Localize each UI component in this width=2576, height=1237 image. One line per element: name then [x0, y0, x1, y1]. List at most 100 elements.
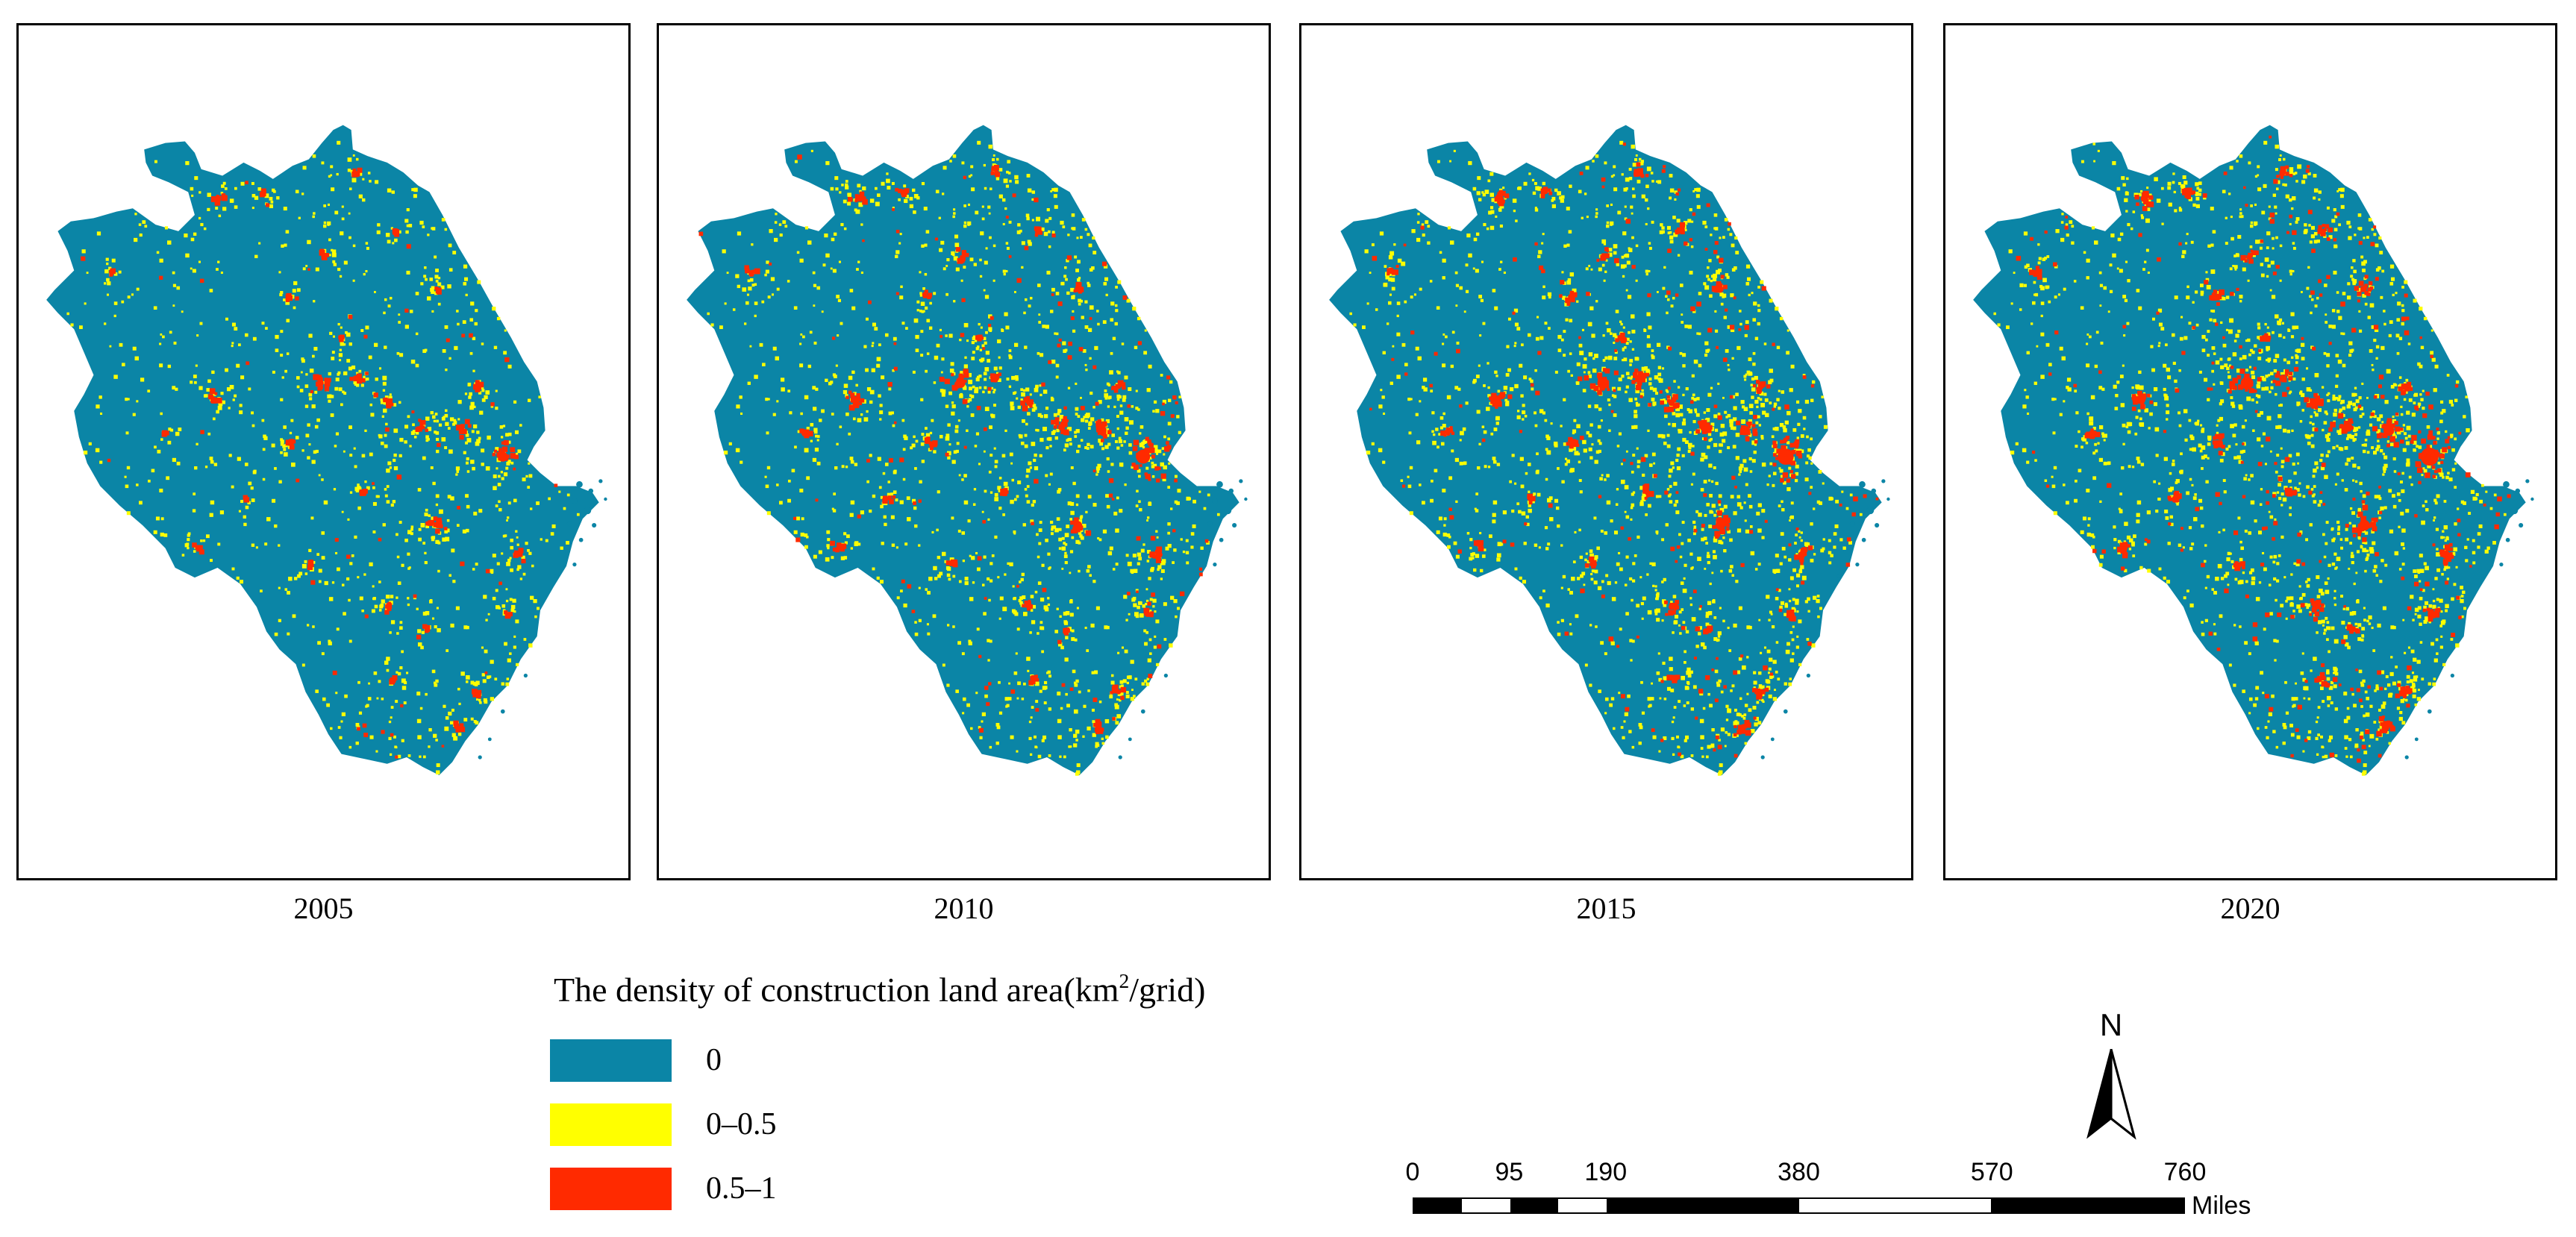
density-0-0.5-pixel [472, 336, 476, 340]
density-0.5-1-pixel [355, 375, 360, 380]
density-0-0.5-pixel [363, 573, 366, 576]
density-0-0.5-pixel [1389, 381, 1393, 385]
density-0-0.5-pixel [940, 371, 943, 374]
density-0-0.5-pixel [1090, 417, 1095, 422]
density-0-0.5-pixel [919, 480, 922, 483]
density-0-0.5-pixel [1135, 504, 1139, 507]
density-0.5-1-pixel [467, 424, 472, 428]
density-0-0.5-pixel [348, 236, 351, 239]
density-0-0.5-pixel [1598, 689, 1601, 693]
density-0-0.5-pixel [1134, 612, 1139, 617]
density-0-0.5-pixel [1670, 461, 1675, 466]
density-0-0.5-pixel [907, 517, 911, 522]
density-0-0.5-pixel [216, 410, 219, 414]
density-0-0.5-pixel [1669, 657, 1673, 661]
density-0-0.5-pixel [1038, 528, 1042, 533]
density-0-0.5-pixel [1547, 292, 1552, 297]
density-0-0.5-pixel [1652, 735, 1657, 739]
density-0.5-1-pixel [1136, 536, 1141, 541]
density-0-0.5-pixel [1535, 336, 1539, 341]
density-0-0.5-pixel [913, 318, 919, 323]
density-0-0.5-pixel [987, 390, 991, 394]
density-0.5-1-pixel [959, 257, 965, 263]
density-0-0.5-pixel [878, 486, 882, 489]
density-0-0.5-pixel [1167, 543, 1172, 548]
density-0.5-1-pixel [1062, 419, 1067, 425]
density-0-0.5-pixel [1632, 562, 1636, 566]
density-0-0.5-pixel [937, 555, 941, 560]
density-0-0.5-pixel [1638, 157, 1642, 161]
density-0-0.5-pixel [1678, 624, 1681, 627]
density-0.5-1-pixel [1016, 278, 1022, 284]
density-0-0.5-pixel [973, 488, 977, 491]
density-0-0.5-pixel [1124, 483, 1127, 486]
density-0.5-1-pixel [198, 549, 204, 555]
density-0-0.5-pixel [1008, 354, 1011, 357]
density-0-0.5-pixel [1740, 400, 1745, 404]
density-0-0.5-pixel [1417, 356, 1422, 361]
density-0.5-1-pixel [507, 612, 513, 617]
density-0-0.5-pixel [912, 498, 916, 503]
density-0-0.5-pixel [893, 469, 897, 473]
density-0-0.5-pixel [1687, 442, 1692, 448]
density-0-0.5-pixel [1497, 542, 1502, 547]
density-0-0.5-pixel [1095, 742, 1099, 746]
density-0-0.5-pixel [955, 450, 959, 454]
density-0-0.5-pixel [1098, 438, 1102, 443]
density-0-0.5-pixel [422, 755, 426, 759]
density-0-0.5-pixel [1692, 393, 1695, 397]
density-0.5-1-pixel [349, 376, 354, 381]
density-0-0.5-pixel [1063, 554, 1068, 559]
density-0-0.5-pixel [1497, 389, 1501, 393]
density-0-0.5-pixel [1670, 304, 1674, 308]
density-0-0.5-pixel [784, 225, 788, 228]
density-0-0.5-pixel [234, 187, 237, 190]
density-0-0.5-pixel [351, 178, 357, 183]
density-0-0.5-pixel [1783, 428, 1787, 433]
density-0-0.5-pixel [1681, 313, 1684, 316]
density-0.5-1-pixel [1060, 430, 1065, 434]
density-0-0.5-pixel [1705, 622, 1710, 627]
density-0-0.5-pixel [1472, 267, 1475, 270]
density-0-0.5-pixel [810, 422, 814, 427]
density-0-0.5-pixel [355, 722, 360, 727]
density-0.5-1-pixel [439, 524, 443, 529]
density-0-0.5-pixel [942, 267, 946, 271]
density-0-0.5-pixel [1092, 733, 1096, 737]
density-0-0.5-pixel [1790, 364, 1795, 369]
density-0-0.5-pixel [466, 438, 472, 443]
density-0-0.5-pixel [1730, 427, 1734, 430]
density-0.5-1-pixel [1096, 728, 1101, 733]
density-0-0.5-pixel [1087, 233, 1090, 237]
density-0-0.5-pixel [857, 184, 861, 188]
density-0.5-1-pixel [862, 239, 865, 242]
density-0-0.5-pixel [992, 154, 995, 157]
density-0-0.5-pixel [1554, 188, 1558, 192]
density-0.5-1-pixel [922, 295, 927, 298]
density-0-0.5-pixel [1551, 198, 1554, 202]
density-0-0.5-pixel [1487, 386, 1490, 389]
density-0-0.5-pixel [448, 243, 452, 248]
density-0-0.5-pixel [1519, 457, 1524, 461]
density-0-0.5-pixel [499, 425, 504, 429]
density-0-0.5-pixel [1478, 295, 1483, 298]
density-0-0.5-pixel [1743, 467, 1748, 472]
density-0-0.5-pixel [995, 177, 1000, 181]
density-0-0.5-pixel [1662, 601, 1666, 605]
density-0-0.5-pixel [424, 266, 427, 269]
density-0-0.5-pixel [493, 474, 497, 478]
density-0-0.5-pixel [1760, 651, 1763, 654]
density-0-0.5-pixel [136, 483, 139, 486]
density-0-0.5-pixel [1798, 663, 1802, 667]
density-0.5-1-pixel [993, 164, 999, 171]
density-0.5-1-pixel [360, 378, 366, 383]
region-outline [46, 125, 599, 776]
density-0-0.5-pixel [390, 227, 393, 230]
density-0-0.5-pixel [384, 444, 388, 448]
density-0.5-1-pixel [1132, 446, 1138, 451]
density-0-0.5-pixel [919, 294, 923, 297]
density-0-0.5-pixel [1095, 466, 1101, 471]
density-0-0.5-pixel [1046, 208, 1050, 212]
density-0-0.5-pixel [1695, 645, 1699, 648]
density-0-0.5-pixel [920, 330, 924, 333]
